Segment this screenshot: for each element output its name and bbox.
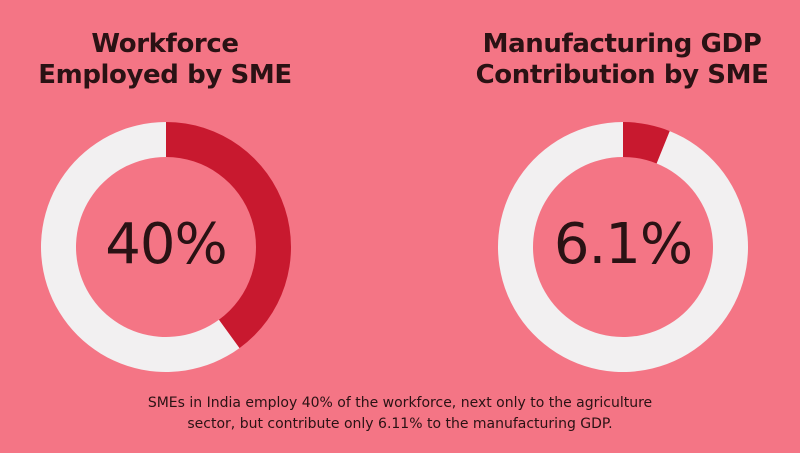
donut-center-value-gdp: 6.1% xyxy=(553,212,693,277)
donut-slice-value xyxy=(623,122,670,164)
caption-line-1: SMEs in India employ 40% of the workforc… xyxy=(147,395,653,411)
chart-title-workforce-line-1: Workforce xyxy=(91,29,239,59)
donut-center-value-workforce: 40% xyxy=(105,212,227,277)
donut-slice-remainder xyxy=(41,122,240,372)
donut-slice-value xyxy=(166,122,291,349)
chart-title-gdp-line-1: Manufacturing GDP xyxy=(482,29,762,59)
chart-title-gdp-line-2: Contribution by SME xyxy=(475,60,769,90)
donut-chart-workforce xyxy=(41,122,291,372)
caption: SMEs in India employ 40% of the workforc… xyxy=(100,393,700,435)
chart-title-workforce-line-2: Employed by SME xyxy=(38,60,292,90)
caption-line-2: sector, but contribute only 6.11% to the… xyxy=(187,416,613,432)
chart-title-workforce: Workforce Employed by SME xyxy=(15,29,315,91)
chart-title-gdp: Manufacturing GDP Contribution by SME xyxy=(472,29,772,91)
donut-chart-gdp xyxy=(498,122,748,372)
